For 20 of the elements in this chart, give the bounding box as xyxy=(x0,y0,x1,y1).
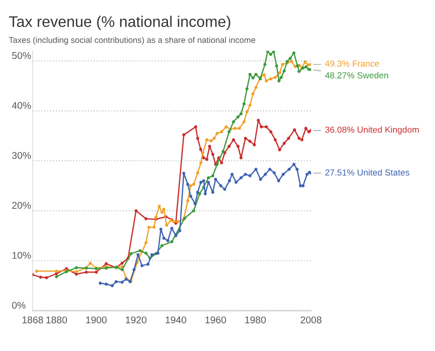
x-tick-label: 1900 xyxy=(86,316,107,324)
x-tick-label: 1980 xyxy=(245,316,266,324)
text: 36.08% United Kingdom xyxy=(325,126,419,134)
x-tick-label: 1960 xyxy=(206,316,226,324)
y-tick-label: 30% xyxy=(12,152,31,159)
text: 27.51% United States xyxy=(325,169,410,176)
x-tick-label: 1940 xyxy=(166,316,186,324)
x-tick-label: 1920 xyxy=(126,316,146,324)
y-tick-label: 10% xyxy=(12,252,31,259)
x-tick-label: 2008 xyxy=(300,316,322,324)
y-tick-label: 50% xyxy=(12,52,31,59)
chart-title: Tax revenue (% national income) xyxy=(9,16,230,30)
x-tick-label: 1868 xyxy=(22,316,44,324)
text: 49.3% France xyxy=(325,60,379,67)
y-tick-label: 40% xyxy=(12,102,31,109)
y-tick-label: 0% xyxy=(12,302,26,309)
x-tick-label: 1880 xyxy=(46,316,67,324)
y-tick-label: 20% xyxy=(12,202,31,209)
text: 48.27% Sweden xyxy=(325,72,388,78)
chart-subtitle: Taxes (including social contributions) as a share of national income xyxy=(8,36,256,45)
